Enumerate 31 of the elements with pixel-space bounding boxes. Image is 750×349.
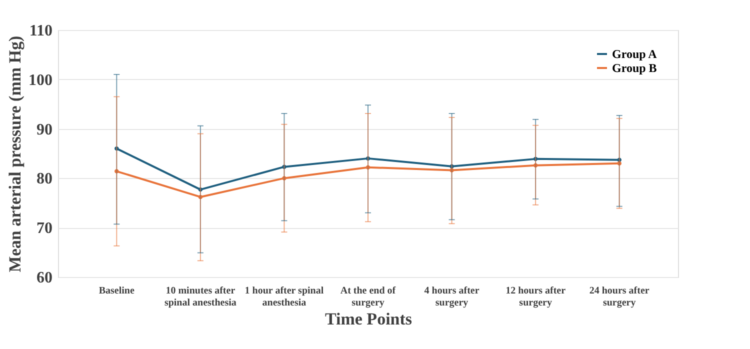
x-tick-label: 1 hour after spinal anesthesia — [244, 286, 324, 308]
y-tick-label: 80 — [36, 170, 52, 188]
point — [366, 165, 370, 170]
x-tick-label: At the end of surgery — [340, 286, 396, 308]
x-tick-label: 4 hours after surgery — [424, 286, 480, 308]
point — [282, 176, 286, 180]
point — [617, 158, 622, 162]
x-tick-label: 24 hours after surgery — [589, 286, 650, 308]
y-tick-label: 110 — [29, 22, 52, 40]
point — [450, 168, 454, 172]
point — [114, 169, 119, 174]
point — [533, 163, 538, 168]
y-tick-label: 100 — [28, 72, 52, 89]
x-tick-label: 10 minutes after spinal anesthesia — [164, 286, 236, 308]
y-tick-label: 70 — [36, 220, 52, 238]
point — [366, 156, 370, 161]
y-tick-label: 90 — [36, 121, 52, 138]
y-axis-title: Mean arterial pressure (mm Hg) — [6, 36, 24, 272]
point — [198, 187, 203, 192]
point — [282, 164, 286, 169]
point — [114, 146, 119, 151]
x-tick-label: 12 hours after surgery — [506, 286, 566, 308]
x-tick-label: Baseline — [98, 286, 135, 296]
y-tick-label: 60 — [36, 270, 52, 286]
point — [617, 161, 622, 166]
point — [198, 194, 203, 200]
point — [450, 164, 454, 168]
point — [533, 156, 538, 162]
x-axis-title: Time Points — [324, 310, 412, 328]
legend-label: Group A — [612, 47, 658, 61]
legend-label: Group B — [612, 61, 657, 75]
